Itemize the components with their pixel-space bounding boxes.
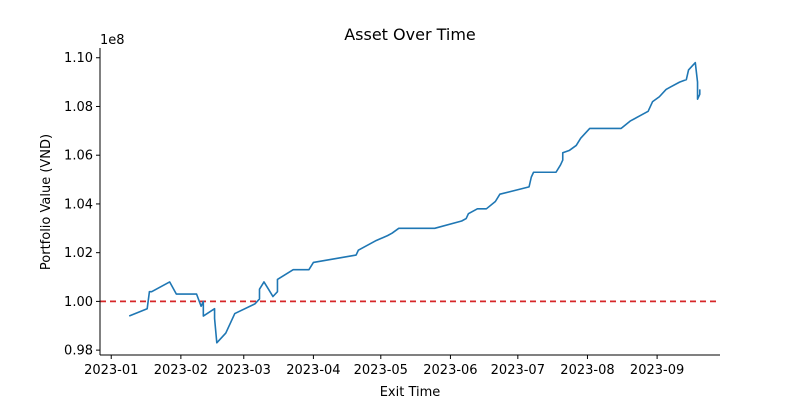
plot-area: [100, 61, 720, 344]
x-tick-label: 2023-02: [154, 363, 208, 378]
x-tick-label: 2023-01: [84, 363, 138, 378]
x-tick-label: 2023-09: [630, 363, 684, 378]
y-tick-label: 0.98: [64, 344, 93, 359]
y-axis-ticks: 0.98 1.00 1.02 1.04 1.06 1.08 1.10: [64, 51, 100, 359]
y-offset-label: 1e8: [100, 33, 125, 48]
x-tick-label: 2023-07: [491, 363, 545, 378]
y-tick-label: 1.06: [64, 149, 93, 164]
y-tick-label: 1.00: [64, 295, 93, 310]
x-tick-label: 2023-08: [560, 363, 614, 378]
x-tick-label: 2023-06: [423, 363, 477, 378]
y-tick-label: 1.04: [64, 197, 93, 212]
x-axis-ticks: 2023-01 2023-02 2023-03 2023-04 2023-05 2023-…: [84, 355, 684, 378]
y-tick-label: 1.10: [64, 51, 93, 66]
series-line: [128, 61, 701, 344]
y-axis-label: Portfolio Value (VND): [39, 134, 54, 270]
x-axis-label: Exit Time: [380, 385, 441, 400]
chart-title: Asset Over Time: [344, 25, 476, 44]
y-tick-label: 1.02: [64, 246, 93, 261]
x-tick-label: 2023-05: [354, 363, 408, 378]
x-tick-label: 2023-03: [217, 363, 271, 378]
y-tick-label: 1.08: [64, 100, 93, 115]
x-tick-label: 2023-04: [286, 363, 340, 378]
